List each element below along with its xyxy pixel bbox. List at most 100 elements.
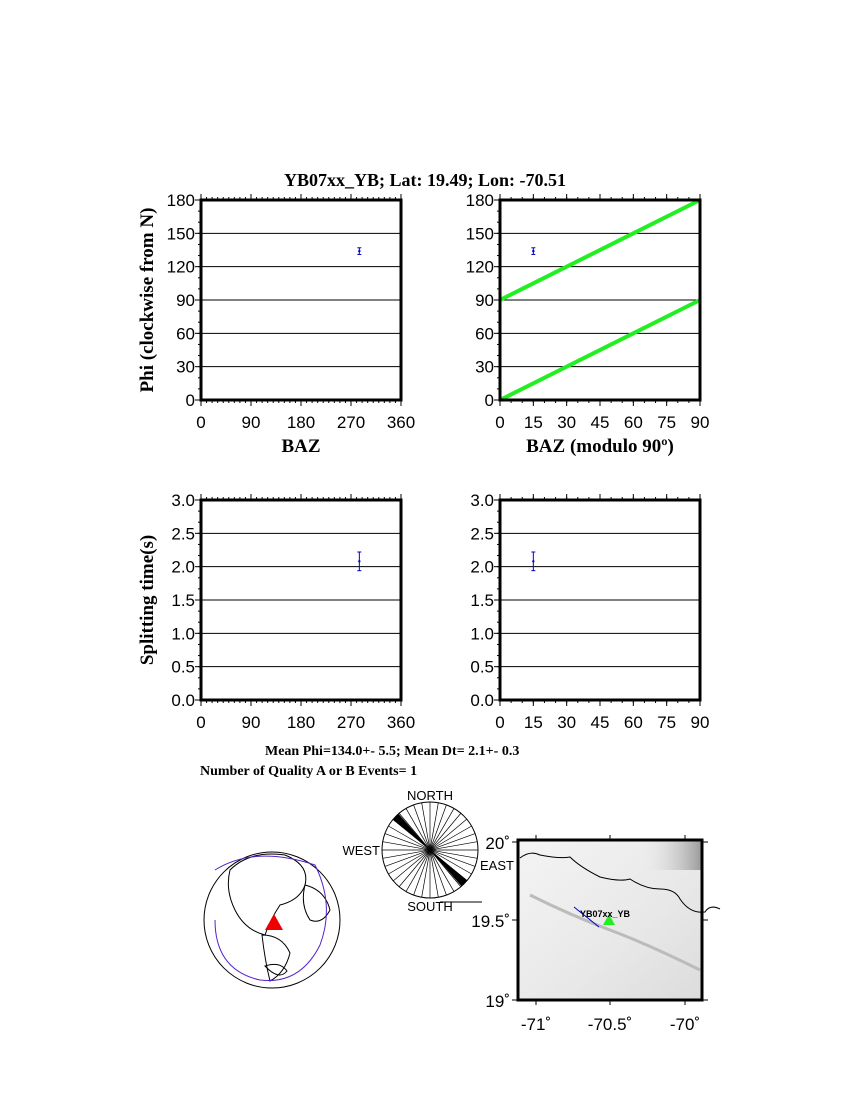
y-tick-label: 0 bbox=[186, 391, 195, 410]
rose-east-label: EAST bbox=[480, 858, 514, 873]
coastline bbox=[519, 852, 721, 913]
x-tick-label: 0 bbox=[495, 713, 504, 732]
plot-frame bbox=[199, 498, 403, 702]
x-tick-label: 360 bbox=[387, 713, 415, 732]
south-america-coast bbox=[261, 934, 291, 982]
map-x-tick-label: -70.5˚ bbox=[588, 1015, 632, 1034]
reference-line bbox=[499, 198, 701, 302]
x-tick-label: 60 bbox=[624, 713, 643, 732]
plot-frame bbox=[498, 498, 702, 702]
reference-line bbox=[499, 298, 701, 402]
x-tick-label: 180 bbox=[287, 713, 315, 732]
rose-petal bbox=[430, 850, 468, 887]
point-marker bbox=[532, 249, 535, 253]
data-point bbox=[531, 247, 536, 255]
y-tick-label: 1.0 bbox=[171, 624, 195, 643]
x-tick-label: 15 bbox=[524, 413, 543, 432]
rose-petal bbox=[392, 813, 430, 850]
x-tick-label: 30 bbox=[557, 713, 576, 732]
x-tick-label: 75 bbox=[657, 413, 676, 432]
ridge bbox=[529, 893, 701, 972]
rose-north-label: NORTH bbox=[407, 788, 453, 803]
x-tick-label: 0 bbox=[196, 713, 205, 732]
y-tick-label: 90 bbox=[176, 291, 195, 310]
y-tick-label: 90 bbox=[475, 291, 494, 310]
y-tick-label: 3.0 bbox=[171, 491, 195, 510]
y-tick-label: 120 bbox=[167, 258, 195, 277]
y-tick-label: 2.0 bbox=[470, 558, 494, 577]
y-tick-label: 1.5 bbox=[470, 591, 494, 610]
y-tick-label: 0 bbox=[485, 391, 494, 410]
station-marker-map bbox=[603, 914, 615, 925]
x-tick-label: 0 bbox=[196, 413, 205, 432]
x-tick-label: 90 bbox=[242, 413, 261, 432]
y-tick-label: 3.0 bbox=[470, 491, 494, 510]
x-axis-label: BAZ (modulo 90º) bbox=[526, 436, 674, 457]
x-tick-label: 270 bbox=[337, 713, 365, 732]
y-tick-label: 0.5 bbox=[171, 658, 195, 677]
x-axis-label: BAZ bbox=[281, 436, 320, 457]
plot-1: 0 30 60 90 120 150 180 0 90 180 270 360 BAZ Phi (cloc… bbox=[137, 191, 415, 457]
y-tick-label: 2.0 bbox=[171, 558, 195, 577]
globe-inset bbox=[203, 851, 341, 989]
rose-south-label: SOUTH bbox=[407, 899, 453, 914]
x-tick-label: 15 bbox=[524, 713, 543, 732]
map-y-tick-label: 19.5˚ bbox=[471, 912, 510, 931]
x-tick-label: 90 bbox=[691, 713, 710, 732]
plot-3: 0.0 0.5 1.0 1.5 2.0 2.5 3.0 0 90 180 270 360 Splitti… bbox=[137, 491, 415, 732]
y-tick-label: 120 bbox=[466, 258, 494, 277]
location-map: YB07xx_YB -71˚ -70.5˚ -70˚ 20˚ 19.5˚ 19˚ bbox=[471, 834, 721, 1034]
y-tick-label: 30 bbox=[176, 358, 195, 377]
globe-outline bbox=[203, 851, 341, 989]
rose-west-label: WEST bbox=[342, 843, 380, 858]
fast-direction-bar bbox=[573, 906, 600, 928]
x-tick-label: 45 bbox=[591, 713, 610, 732]
plate-boundaries bbox=[214, 855, 327, 982]
y-tick-label: 150 bbox=[466, 224, 494, 243]
summary-line-1: Mean Phi=134.0+- 5.5; Mean Dt= 2.1+- 0.3 bbox=[265, 744, 519, 759]
y-tick-label: 2.5 bbox=[470, 524, 494, 543]
x-tick-label: 270 bbox=[337, 413, 365, 432]
plot-frame bbox=[199, 198, 403, 402]
plot-4: 0.0 0.5 1.0 1.5 2.0 2.5 3.0 0 15 30 45 60 75 90 bbox=[470, 491, 709, 732]
data-point bbox=[357, 247, 362, 255]
antarctica-coast bbox=[264, 963, 288, 976]
x-tick-label: 0 bbox=[495, 413, 504, 432]
y-tick-label: 60 bbox=[475, 324, 494, 343]
x-tick-label: 90 bbox=[691, 413, 710, 432]
map-y-tick-label: 19˚ bbox=[485, 992, 510, 1011]
y-tick-label: 150 bbox=[167, 224, 195, 243]
x-tick-label: 90 bbox=[242, 713, 261, 732]
figure-title: YB07xx_YB; Lat: 19.49; Lon: -70.51 bbox=[284, 170, 566, 190]
station-label: YB07xx_YB bbox=[580, 909, 631, 919]
station-marker-globe bbox=[265, 914, 283, 930]
point-marker bbox=[358, 560, 361, 563]
y-tick-label: 0.0 bbox=[470, 691, 494, 710]
y-tick-label: 0.5 bbox=[470, 658, 494, 677]
x-tick-label: 180 bbox=[287, 413, 315, 432]
summary-line-2: Number of Quality A or B Events= 1 bbox=[200, 764, 417, 779]
y-tick-label: 60 bbox=[176, 324, 195, 343]
topography-high bbox=[640, 840, 702, 870]
plot-2: 0 30 60 90 120 150 180 0 15 30 45 60 75 90 BAZ (modulo… bbox=[466, 191, 710, 457]
y-tick-label: 2.5 bbox=[171, 524, 195, 543]
x-tick-label: 30 bbox=[557, 413, 576, 432]
plot-frame bbox=[498, 198, 702, 402]
north-america-coast bbox=[227, 853, 307, 936]
data-point bbox=[357, 551, 362, 572]
y-tick-label: 180 bbox=[466, 191, 494, 210]
data-point bbox=[531, 551, 536, 572]
x-tick-label: 45 bbox=[591, 413, 610, 432]
map-x-tick-label: -71˚ bbox=[521, 1015, 551, 1034]
point-marker bbox=[358, 249, 361, 253]
africa-coast bbox=[302, 884, 331, 922]
y-tick-label: 30 bbox=[475, 358, 494, 377]
y-tick-label: 1.0 bbox=[470, 624, 494, 643]
y-tick-label: 180 bbox=[167, 191, 195, 210]
map-x-tick-label: -70˚ bbox=[670, 1015, 700, 1034]
x-tick-label: 60 bbox=[624, 413, 643, 432]
point-marker bbox=[532, 560, 535, 563]
x-tick-label: 360 bbox=[387, 413, 415, 432]
